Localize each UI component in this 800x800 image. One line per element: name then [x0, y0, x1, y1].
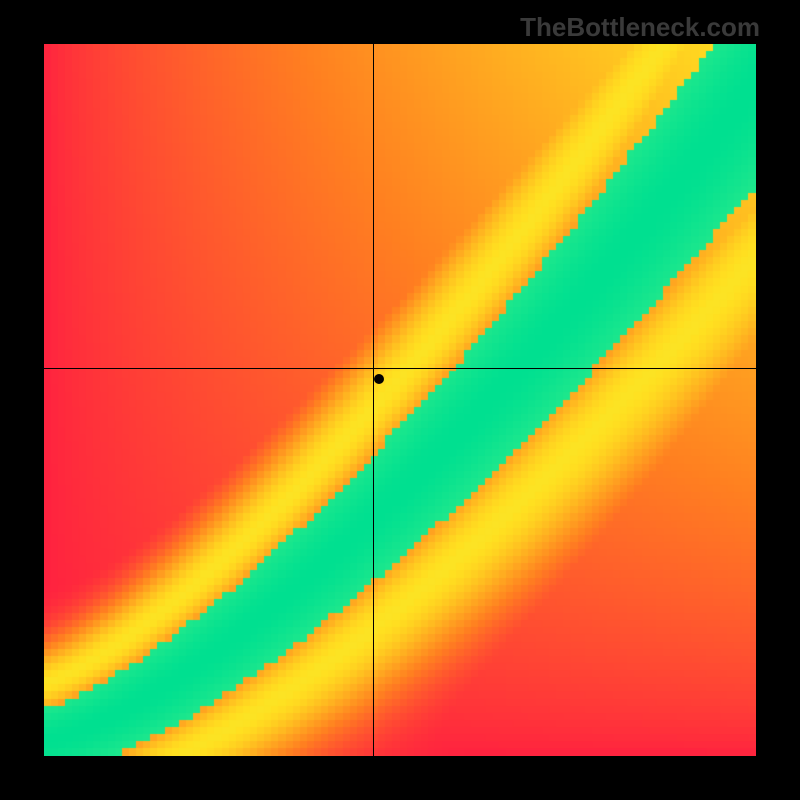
crosshair-horizontal [44, 368, 756, 369]
crosshair-vertical [373, 44, 374, 756]
watermark-text: TheBottleneck.com [520, 12, 760, 43]
bottleneck-heatmap [44, 44, 756, 756]
chart-container: TheBottleneck.com [0, 0, 800, 800]
data-point-marker [374, 374, 384, 384]
